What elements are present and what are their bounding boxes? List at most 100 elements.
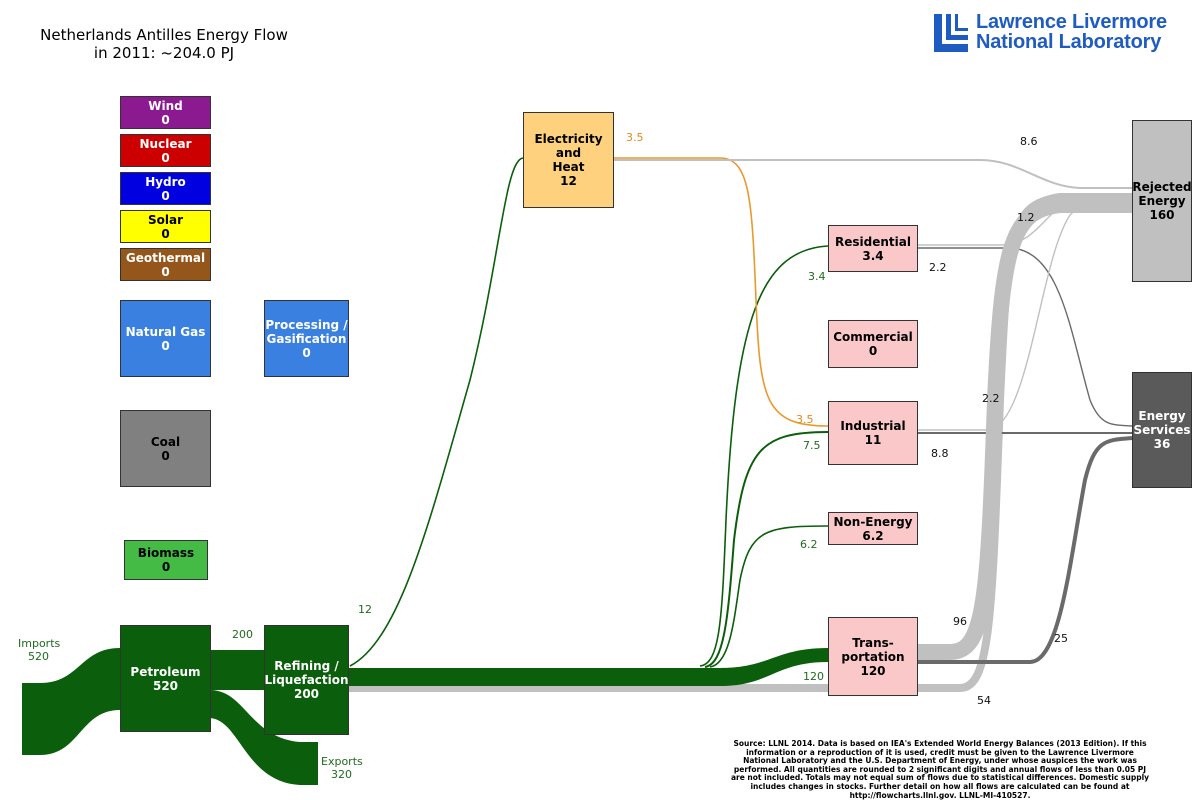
flow-label-exports: Exports 320 xyxy=(321,755,363,781)
flow-refining-grey-band xyxy=(348,193,1132,692)
node-nuclear-value: 0 xyxy=(161,150,170,165)
node-processing-value: 0 xyxy=(302,345,311,360)
node-hydro-value: 0 xyxy=(161,188,170,203)
node-geothermal-value: 0 xyxy=(161,264,170,279)
flow-electricity-to-rejected xyxy=(614,159,1132,189)
node-coal-value: 0 xyxy=(161,448,170,463)
node-solar-value: 0 xyxy=(161,226,170,241)
node-commercial: Commercial 0 xyxy=(828,320,918,368)
flow-label-electricity-orange-top: 3.5 xyxy=(626,131,644,144)
node-refining-value: 200 xyxy=(293,687,320,701)
node-processing-label-2: Gasification xyxy=(266,331,347,346)
node-natural-gas: Natural Gas 0 xyxy=(120,300,211,377)
node-commercial-label: Commercial xyxy=(833,330,913,344)
chart-title: Netherlands Antilles Energy Flow in 2011… xyxy=(14,26,314,62)
logo-line-2: National Laboratory xyxy=(976,31,1162,53)
flow-refining-to-electricity xyxy=(349,157,524,667)
node-transportation: Trans- portation 120 xyxy=(828,617,918,696)
title-line-1: Netherlands Antilles Energy Flow xyxy=(40,26,288,44)
flow-refining-to-industrial xyxy=(704,431,829,668)
flow-transportation-to-rejected xyxy=(918,197,1132,660)
node-biomass: Biomass 0 xyxy=(124,540,208,580)
node-industrial-label: Industrial xyxy=(840,419,906,433)
node-rejected-value: 160 xyxy=(1149,208,1175,222)
node-transportation-label-1: Trans- xyxy=(852,635,894,650)
node-coal-label: Coal xyxy=(150,434,181,449)
node-processing: Processing / Gasification 0 xyxy=(264,300,349,377)
flow-label-transport-rejected-lower: 54 xyxy=(977,694,991,707)
node-rejected-label-1: Rejected xyxy=(1132,180,1192,194)
node-natural-gas-value: 0 xyxy=(161,338,170,353)
node-industrial: Industrial 11 xyxy=(828,401,918,465)
flow-label-imports-value: 520 xyxy=(28,650,49,663)
node-electricity-label-2: and xyxy=(555,146,582,160)
node-hydro-label: Hydro xyxy=(145,174,186,189)
node-non-energy-value: 6.2 xyxy=(862,528,884,543)
node-geothermal: Geothermal 0 xyxy=(120,248,211,281)
node-services-value: 36 xyxy=(1153,437,1171,451)
flow-transportation-to-services xyxy=(918,436,1133,664)
node-solar-label: Solar xyxy=(147,212,183,227)
flow-label-residential-services: 2.2 xyxy=(929,261,947,274)
node-nuclear-label: Nuclear xyxy=(139,136,192,151)
flow-label-refining-transportation: 120 xyxy=(803,670,824,683)
flow-label-transportation-rejected: 96 xyxy=(953,615,967,628)
node-natural-gas-label: Natural Gas xyxy=(125,324,206,339)
flow-residential-to-services xyxy=(918,247,1133,427)
flow-label-imports-name: Imports xyxy=(18,637,61,650)
node-electricity-label-3: Heat xyxy=(552,160,585,174)
flow-electricity-to-industrial xyxy=(614,157,829,427)
llnl-logo-text: Lawrence Livermore National Laboratory xyxy=(976,12,1167,52)
flow-petroleum-to-refining xyxy=(210,650,265,690)
node-petroleum-label: Petroleum xyxy=(130,664,201,679)
flow-label-petroleum-refining: 200 xyxy=(232,628,253,641)
node-wind-value: 0 xyxy=(161,112,170,127)
node-refining-label-2: Liquefaction xyxy=(264,673,349,687)
flow-exports xyxy=(210,690,318,785)
node-services-label-2: Services xyxy=(1133,423,1191,437)
flow-refining-to-non-energy xyxy=(709,525,829,668)
node-energy-services: Energy Services 36 xyxy=(1132,372,1192,488)
node-non-energy-label: Non-Energy xyxy=(833,514,913,529)
node-biomass-value: 0 xyxy=(161,560,171,574)
node-wind: Wind 0 xyxy=(120,96,211,129)
flow-label-exports-value: 320 xyxy=(331,768,352,781)
node-biomass-label: Biomass xyxy=(137,546,195,560)
node-refining-label-1: Refining / xyxy=(274,659,339,673)
flow-label-industrial-rejected: 2.2 xyxy=(982,392,1000,405)
flow-refining-to-transportation xyxy=(348,648,828,686)
node-commercial-value: 0 xyxy=(868,344,878,358)
node-electricity-heat: Electricity and Heat 12 xyxy=(523,112,614,208)
node-industrial-value: 11 xyxy=(864,433,882,447)
source-footnote: Source: LLNL 2014. Data is based on IEA'… xyxy=(730,739,1150,800)
node-electricity-value: 12 xyxy=(560,174,577,188)
flow-label-electricity-rejected: 8.6 xyxy=(1020,135,1038,148)
node-petroleum-value: 520 xyxy=(152,678,179,693)
llnl-logo: Lawrence Livermore National Laboratory xyxy=(934,12,1184,56)
node-processing-label-1: Processing / xyxy=(265,317,348,332)
flow-label-industrial-services: 8.8 xyxy=(931,447,949,460)
flow-label-residential-rejected: 1.2 xyxy=(1017,211,1035,224)
flow-imports xyxy=(22,648,120,755)
flow-label-refining-industrial: 7.5 xyxy=(803,439,821,452)
flow-refining-to-residential xyxy=(699,245,829,667)
title-line-2: in 2011: ~204.0 PJ xyxy=(93,44,235,62)
flow-label-refining-electricity: 12 xyxy=(358,603,372,616)
logo-line-1: Lawrence Livermore xyxy=(976,11,1167,33)
node-residential: Residential 3.4 xyxy=(828,225,918,272)
flow-label-refining-non-energy: 6.2 xyxy=(800,538,818,551)
node-nuclear: Nuclear 0 xyxy=(120,134,211,167)
flow-label-electricity-industrial: 3.5 xyxy=(796,413,814,426)
node-geothermal-label: Geothermal xyxy=(125,250,206,265)
node-hydro: Hydro 0 xyxy=(120,172,211,205)
node-services-label-1: Energy xyxy=(1138,409,1186,423)
flow-label-refining-residential: 3.4 xyxy=(808,270,826,283)
node-non-energy: Non-Energy 6.2 xyxy=(828,512,918,545)
flow-label-imports: Imports 520 xyxy=(18,637,60,663)
node-residential-value: 3.4 xyxy=(862,248,884,263)
node-residential-label: Residential xyxy=(835,234,911,249)
node-transportation-label-2: portation xyxy=(841,649,905,664)
node-petroleum: Petroleum 520 xyxy=(120,625,211,732)
node-rejected-energy: Rejected Energy 160 xyxy=(1132,120,1192,282)
